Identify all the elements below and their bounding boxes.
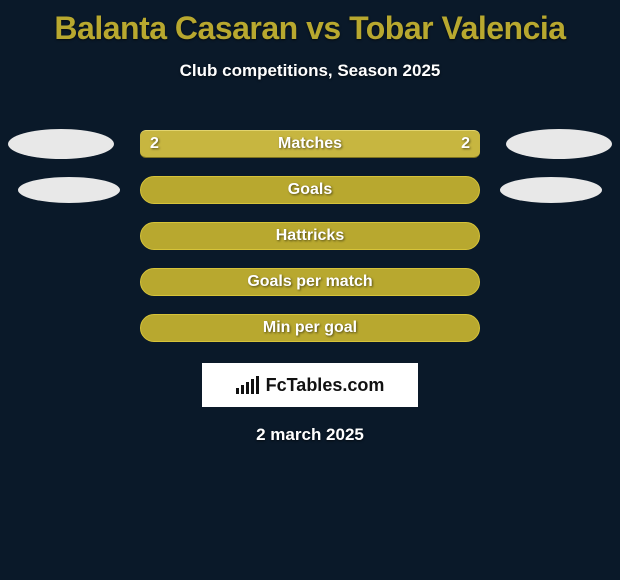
branding-text: FcTables.com <box>266 375 385 396</box>
left-ellipse-icon <box>8 129 114 159</box>
stat-row-min-per-goal: Min per goal <box>0 305 620 351</box>
stat-bar: 2 Matches 2 <box>140 130 480 158</box>
stat-row-matches: 2 Matches 2 <box>0 121 620 167</box>
stat-right-value: 2 <box>461 135 470 153</box>
page-title: Balanta Casaran vs Tobar Valencia <box>0 0 620 47</box>
branding-box: FcTables.com <box>202 363 418 407</box>
left-ellipse-icon <box>18 177 120 203</box>
bars-icon <box>236 376 259 394</box>
right-ellipse-icon <box>506 129 612 159</box>
stat-label: Min per goal <box>141 319 479 337</box>
branding-logo: FcTables.com <box>236 375 385 396</box>
stat-bar: Hattricks <box>140 222 480 250</box>
stat-label: Hattricks <box>141 227 479 245</box>
stat-bar: Goals per match <box>140 268 480 296</box>
stat-label: Matches <box>140 135 480 153</box>
stat-bar: Min per goal <box>140 314 480 342</box>
stats-container: 2 Matches 2 Goals Hattricks Goals per ma… <box>0 121 620 351</box>
stat-label: Goals <box>141 181 479 199</box>
footer-date: 2 march 2025 <box>0 425 620 445</box>
stat-row-goals-per-match: Goals per match <box>0 259 620 305</box>
stat-row-hattricks: Hattricks <box>0 213 620 259</box>
stat-label: Goals per match <box>141 273 479 291</box>
stat-row-goals: Goals <box>0 167 620 213</box>
page-subtitle: Club competitions, Season 2025 <box>0 61 620 81</box>
right-ellipse-icon <box>500 177 602 203</box>
stat-bar: Goals <box>140 176 480 204</box>
